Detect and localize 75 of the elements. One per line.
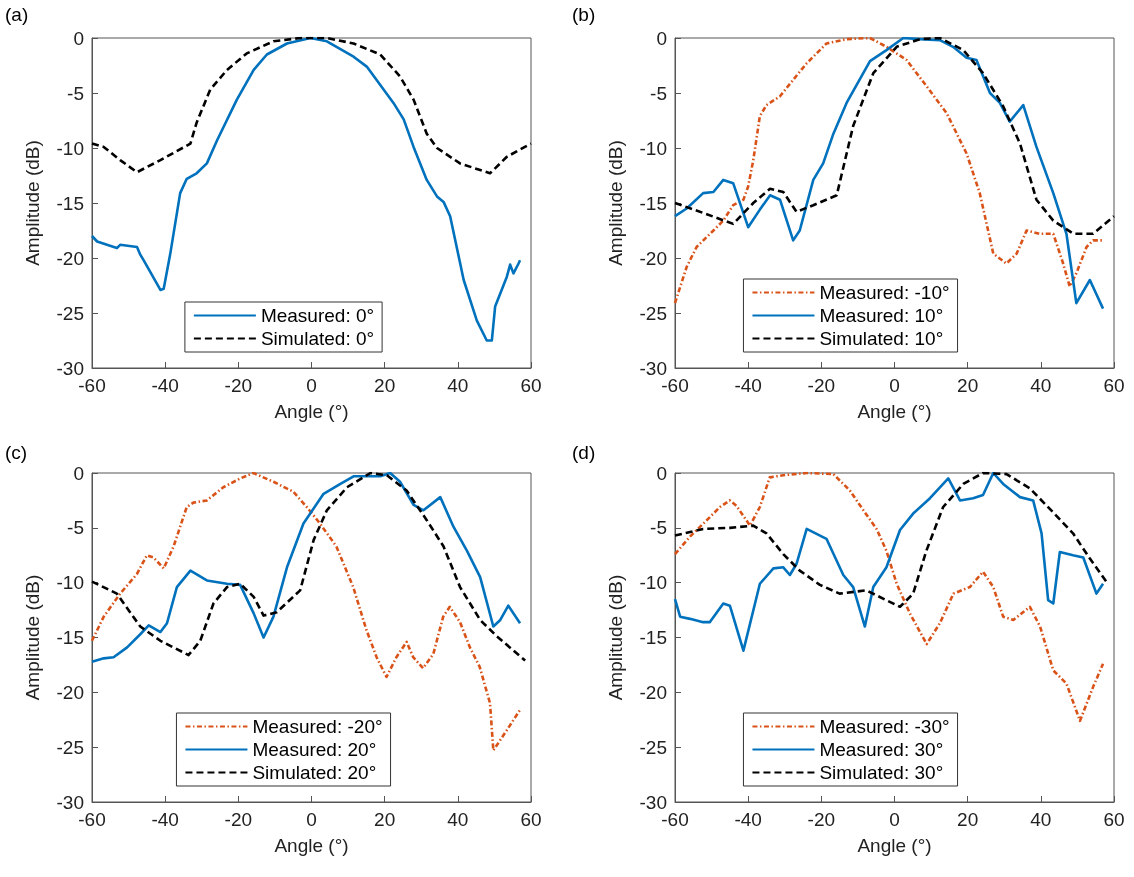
y-tick-label: -20 — [639, 681, 667, 703]
y-tick-label: 0 — [73, 27, 84, 49]
y-tick-label: -5 — [650, 517, 667, 539]
line-series — [90, 36, 533, 175]
x-tick-label: 0 — [306, 375, 317, 396]
y-tick-label: -20 — [56, 247, 84, 269]
x-tick-label: 40 — [1030, 375, 1052, 396]
y-tick-label: -15 — [639, 627, 667, 648]
x-tick-label: 60 — [1103, 809, 1125, 830]
legend-label: Simulated: 20° — [252, 762, 377, 783]
y-tick-label: -10 — [56, 572, 84, 594]
y-tick-label: -5 — [67, 517, 84, 539]
y-tick-label: -5 — [650, 82, 667, 104]
legend-label: Measured: 10° — [819, 305, 944, 326]
y-tick-label: -15 — [639, 192, 667, 214]
x-tick-label: 0 — [306, 809, 317, 830]
chart-title: (b) — [572, 4, 596, 25]
x-tick-label: 60 — [520, 375, 542, 396]
x-tick-label: 20 — [957, 809, 979, 830]
y-axis-title: Amplitude (dB) — [22, 574, 43, 701]
y-tick-label: -25 — [639, 736, 667, 758]
x-tick-label: -40 — [734, 809, 762, 830]
legend-label: Measured: -30° — [819, 716, 950, 737]
y-tick-label: -25 — [56, 736, 84, 758]
y-tick-label: -10 — [56, 137, 84, 159]
x-tick-label: -40 — [151, 375, 179, 396]
y-tick-label: -10 — [639, 137, 667, 159]
x-tick-label: 20 — [374, 375, 396, 396]
y-tick-label: -25 — [639, 302, 667, 324]
y-tick-label: -5 — [67, 82, 84, 104]
y-tick-label: -25 — [56, 302, 84, 324]
x-axis-title: Angle (°) — [857, 835, 932, 856]
y-tick-label: -15 — [56, 192, 84, 214]
x-tick-label: -20 — [807, 375, 836, 396]
line-series — [673, 471, 1105, 652]
x-tick-label: 60 — [1103, 375, 1125, 396]
line-series — [673, 471, 1108, 609]
chart-title: (d) — [572, 442, 596, 463]
x-axis-title: Angle (°) — [857, 401, 932, 422]
legend-label: Simulated: 10° — [819, 328, 944, 349]
x-axis-title: Angle (°) — [274, 835, 349, 856]
x-tick-label: -20 — [807, 809, 836, 830]
y-tick-label: -20 — [639, 247, 667, 269]
y-tick-label: 0 — [73, 462, 84, 484]
x-axis-title: Angle (°) — [274, 401, 349, 422]
legend-label: Measured: 20° — [252, 739, 377, 760]
y-tick-label: -15 — [56, 627, 84, 648]
x-tick-label: 60 — [520, 809, 542, 830]
x-tick-label: 0 — [889, 809, 900, 830]
x-tick-label: -20 — [224, 809, 253, 830]
x-tick-label: -40 — [734, 375, 762, 396]
y-tick-label: -10 — [639, 572, 667, 594]
x-tick-label: -40 — [151, 809, 179, 830]
y-tick-label: 0 — [656, 462, 667, 484]
y-tick-label: 0 — [656, 27, 667, 49]
chart-title: (a) — [5, 4, 29, 25]
x-tick-label: -20 — [224, 375, 253, 396]
line-series — [673, 36, 1116, 236]
legend-label: Measured: -10° — [819, 282, 950, 303]
x-tick-label: 20 — [957, 375, 979, 396]
legend-label: Simulated: 0° — [260, 328, 375, 349]
y-tick-label: -20 — [56, 681, 84, 703]
legend-label: Measured: -20° — [252, 716, 383, 737]
legend-label: Simulated: 30° — [819, 762, 944, 783]
legend-label: Measured: 30° — [819, 739, 944, 760]
x-tick-label: 40 — [1030, 809, 1052, 830]
x-tick-label: 0 — [889, 375, 900, 396]
y-axis-title: Amplitude (dB) — [605, 574, 626, 701]
x-tick-label: 40 — [447, 809, 469, 830]
chart-title: (c) — [5, 442, 28, 463]
legend-label: Measured: 0° — [260, 305, 375, 326]
y-axis-title: Amplitude (dB) — [22, 140, 43, 266]
x-tick-label: 40 — [447, 375, 469, 396]
y-axis-title: Amplitude (dB) — [605, 140, 626, 266]
x-tick-label: 20 — [374, 809, 396, 830]
